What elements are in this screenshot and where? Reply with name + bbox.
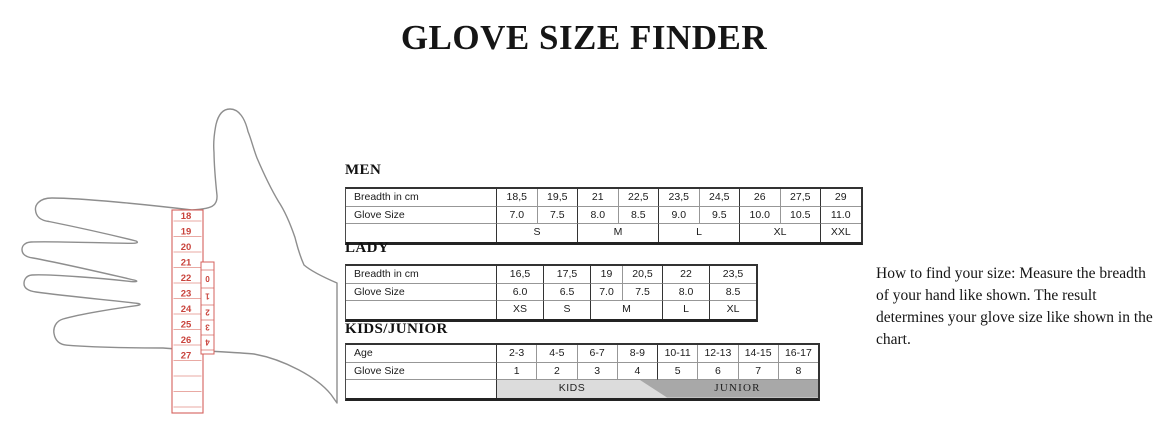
glove-size-cell: 7 <box>737 362 778 380</box>
row-header-breadth: Breadth in cm <box>346 189 496 207</box>
men-size-table: Breadth in cm 18,5 19,5 21 22,5 23,5 24,… <box>345 187 863 245</box>
breadth-cell: 23,5 <box>709 266 756 284</box>
tape-end-strip: 0 1 2 3 4 <box>200 261 215 355</box>
age-cell: 4-5 <box>536 345 577 363</box>
size-group-cell: XXL <box>820 224 861 242</box>
how-to-instructions: How to find your size: Measure the bread… <box>876 265 1153 348</box>
breadth-cell: 29 <box>820 189 861 207</box>
breadth-cell: 18,5 <box>496 189 537 207</box>
row-header-glove-size: Glove Size <box>346 207 496 224</box>
tape-number: 18 <box>181 211 192 222</box>
hand-measurement-illustration: 18 19 20 21 22 23 24 25 26 27 <box>20 88 350 426</box>
row-header-glove-size: Glove Size <box>346 363 496 380</box>
glove-size-cell: 10.0 <box>739 206 780 224</box>
size-group-row-spacer <box>346 224 496 242</box>
glove-size-cell: 5 <box>657 362 698 380</box>
size-group-cell: XL <box>709 301 756 319</box>
lady-section-heading: LADY <box>345 240 390 256</box>
size-group-cell: S <box>496 224 577 242</box>
size-group-cell: L <box>662 301 709 319</box>
tape-number: 27 <box>181 351 192 362</box>
lady-size-table: Breadth in cm 16,5 17,5 19 20,5 22 23,5 … <box>345 264 758 322</box>
age-cell: 10-11 <box>657 345 698 363</box>
age-cell: 14-15 <box>737 345 778 363</box>
kids-junior-band: KIDS JUNIOR <box>496 380 818 398</box>
breadth-cell: 19 <box>590 266 622 284</box>
glove-size-cell: 8.5 <box>617 206 658 224</box>
tape-number: 26 <box>181 335 192 346</box>
age-cell: 16-17 <box>777 345 818 363</box>
tape-end-number: 0 <box>205 274 210 283</box>
row-header-glove-size: Glove Size <box>346 284 496 301</box>
age-cell: 8-9 <box>616 345 657 363</box>
band-row-spacer <box>346 380 496 398</box>
breadth-cell: 22 <box>662 266 709 284</box>
tape-end-number: 4 <box>205 338 210 347</box>
tape-number: 20 <box>181 242 192 253</box>
tape-end-number: 2 <box>205 308 210 317</box>
junior-band-shade <box>640 380 818 398</box>
glove-size-cell: 2 <box>536 362 577 380</box>
breadth-cell: 22,5 <box>617 189 658 207</box>
breadth-cell: 16,5 <box>496 266 543 284</box>
glove-size-cell: 8.0 <box>577 206 618 224</box>
size-group-cell: L <box>658 224 739 242</box>
breadth-cell: 20,5 <box>622 266 662 284</box>
tape-number: 22 <box>181 273 192 284</box>
breadth-cell: 19,5 <box>536 189 577 207</box>
glove-size-cell: 9.0 <box>658 206 699 224</box>
kids-section-heading: KIDS/JUNIOR <box>345 321 448 337</box>
breadth-cell: 27,5 <box>779 189 820 207</box>
size-group-cell: XS <box>496 301 543 319</box>
junior-band-label: JUNIOR <box>714 382 761 394</box>
size-group-cell: XL <box>739 224 820 242</box>
hand-tape-svg: 18 19 20 21 22 23 24 25 26 27 <box>21 108 338 414</box>
breadth-cell: 24,5 <box>698 189 739 207</box>
tape-number: 19 <box>181 227 192 238</box>
glove-size-cell: 7.0 <box>590 283 622 301</box>
age-cell: 6-7 <box>576 345 617 363</box>
tape-number: 21 <box>181 258 192 269</box>
kids-size-table: Age 2-3 4-5 6-7 8-9 10-11 12-13 14-15 16… <box>345 343 820 401</box>
glove-size-cell: 4 <box>616 362 657 380</box>
glove-size-cell: 8.5 <box>709 283 756 301</box>
glove-size-cell: 9.5 <box>698 206 739 224</box>
glove-size-cell: 7.5 <box>536 206 577 224</box>
glove-size-cell: 6 <box>697 362 738 380</box>
size-group-cell: S <box>543 301 590 319</box>
glove-size-cell: 3 <box>576 362 617 380</box>
breadth-cell: 21 <box>577 189 618 207</box>
size-group-cell: M <box>577 224 658 242</box>
glove-size-cell: 6.5 <box>543 283 590 301</box>
breadth-cell: 23,5 <box>658 189 699 207</box>
glove-size-cell: 11.0 <box>820 206 861 224</box>
tape-number: 25 <box>181 320 192 331</box>
kids-band-label: KIDS <box>558 382 586 394</box>
tape-number: 23 <box>181 289 192 300</box>
row-header-age: Age <box>346 345 496 363</box>
page-title: GLOVE SIZE FINDER <box>400 18 768 57</box>
tape-end-number: 1 <box>205 292 210 301</box>
size-group-cell: M <box>590 301 662 319</box>
size-group-row-spacer <box>346 301 496 319</box>
glove-size-cell: 8 <box>777 362 818 380</box>
tape-number: 24 <box>181 304 192 315</box>
age-cell: 12-13 <box>697 345 738 363</box>
glove-size-cell: 10.5 <box>779 206 820 224</box>
measuring-tape: 18 19 20 21 22 23 24 25 26 27 <box>171 209 215 414</box>
glove-size-cell: 6.0 <box>496 283 543 301</box>
men-section-heading: MEN <box>345 162 382 178</box>
glove-size-cell: 7.0 <box>496 206 537 224</box>
glove-size-cell: 8.0 <box>662 283 709 301</box>
glove-size-cell: 1 <box>496 362 537 380</box>
breadth-cell: 17,5 <box>543 266 590 284</box>
breadth-cell: 26 <box>739 189 780 207</box>
glove-size-cell: 7.5 <box>622 283 662 301</box>
tape-end-number: 3 <box>205 323 210 332</box>
age-cell: 2-3 <box>496 345 537 363</box>
row-header-breadth: Breadth in cm <box>346 266 496 284</box>
